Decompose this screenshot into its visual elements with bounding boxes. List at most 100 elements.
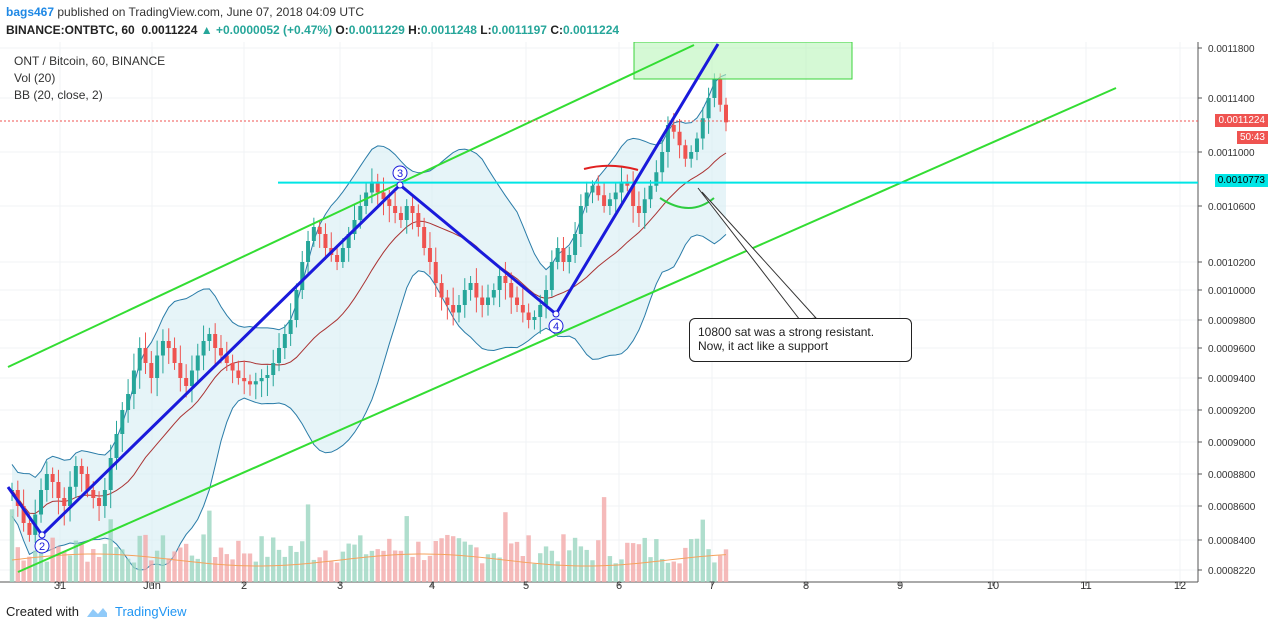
volume-bar [201, 534, 206, 582]
current-price-label: 0.0011224 [1215, 114, 1268, 127]
volume-bar [450, 536, 456, 582]
tradingview-brand-link[interactable]: TradingView [114, 604, 187, 619]
volume-bar [137, 535, 142, 582]
candle-body [27, 523, 32, 535]
candle-body [573, 234, 578, 255]
volume-bar [67, 555, 73, 582]
annotation-callout[interactable]: 10800 sat was a strong resistant. Now, i… [689, 318, 912, 362]
pivot-3-label: 3 [397, 168, 403, 180]
up-arrow-icon: ▲ [200, 23, 213, 37]
volume-bar [578, 546, 584, 582]
candle-body [480, 297, 485, 305]
pivot-2-label: 2 [39, 541, 45, 553]
volume-bar [241, 553, 247, 582]
candle-body [288, 320, 293, 334]
candle-body [155, 355, 160, 378]
x-tick-label: 5 [523, 580, 529, 592]
volume-bar [212, 557, 218, 582]
volume-bar [613, 563, 618, 582]
candle-body [178, 363, 183, 378]
candle-body [253, 381, 258, 385]
candle-body [433, 262, 438, 283]
candle-body [532, 317, 537, 320]
candle-body [358, 206, 363, 220]
time-axis[interactable]: 31 Jun 2 3 4 5 6 7 8 9 10 11 12 [54, 580, 1186, 592]
channel-lower [17, 87, 1117, 573]
volume-bar [9, 509, 15, 582]
candle-body [410, 206, 415, 213]
y-tick-label: 0.0009600 [1208, 344, 1256, 355]
volume-bar [648, 557, 653, 582]
volume-bar [497, 557, 502, 582]
candle-body [352, 220, 357, 234]
candle-body [85, 474, 90, 490]
close-label: C: [550, 23, 563, 37]
countdown-label: 50:43 [1236, 131, 1268, 144]
candle-body [248, 381, 252, 385]
high-value: 0.0011248 [420, 23, 477, 37]
candle-body [416, 213, 421, 227]
volume-bar [85, 561, 90, 582]
volume-bar [56, 546, 61, 582]
volume-bar [392, 550, 398, 582]
annotation-line-1: 10800 sat was a strong resistant. [698, 325, 875, 339]
x-tick-label: 12 [1174, 580, 1186, 592]
pivot-2-circle [34, 538, 50, 554]
bb-lower [11, 234, 727, 571]
volume-bar [706, 549, 711, 582]
volume-bar [294, 551, 299, 582]
callout-pointer [697, 187, 818, 321]
author-link[interactable]: bags467 [6, 5, 55, 19]
candle-body [242, 378, 247, 382]
candle-body [549, 262, 554, 290]
pivot-3-dot [396, 181, 404, 189]
x-tick-label: 9 [897, 580, 903, 592]
y-tick-label: 0.0011800 [1208, 44, 1255, 55]
x-tick-label: 3 [337, 580, 343, 592]
volume-bar [79, 544, 84, 582]
candle-body [503, 276, 508, 283]
publish-info: published on TradingView.com, June 07, 2… [57, 5, 365, 19]
volume-bar [363, 554, 369, 582]
volume-bar [323, 550, 328, 582]
volume-bar [358, 535, 363, 582]
candle-body [700, 118, 705, 139]
volume-bar [282, 556, 288, 582]
candle-body [631, 185, 636, 206]
price-axis[interactable]: 0.0011800 0.0011400 0.0011000 0.0010600 0.00… [1198, 44, 1256, 577]
volume-bar [404, 516, 409, 582]
legend-vol: Vol (20) [14, 71, 56, 85]
y-tick-label: 0.0009800 [1208, 316, 1256, 327]
candle-body [665, 125, 670, 152]
volume-bar [514, 541, 520, 582]
volume-bar [207, 510, 212, 582]
candle-body [520, 305, 525, 313]
candle-body [462, 290, 467, 305]
candle-body [207, 334, 212, 341]
pivot-2-dot [38, 531, 46, 539]
candle-body [277, 348, 282, 363]
chart-legend: ONT / Bitcoin, 60, BINANCE Vol (20) BB (… [14, 53, 165, 104]
volume-bar [73, 540, 79, 582]
volume-bar [538, 553, 543, 582]
candle-body [491, 290, 496, 298]
volume-bar [334, 562, 340, 582]
volume-bar [654, 539, 659, 582]
volume-bars [9, 497, 729, 582]
candle-body [50, 474, 55, 482]
x-tick-label: 2 [241, 580, 247, 592]
volume-bar [607, 556, 613, 582]
y-tick-label: 0.0008220 [1208, 566, 1256, 577]
volume-bar [410, 556, 415, 582]
volume-bar [416, 541, 421, 582]
volume-bar [520, 555, 526, 582]
volume-bar [346, 543, 351, 582]
volume-bar [688, 539, 694, 582]
price-chart[interactable]: 2 3 4 0.0011800 0.0011400 0.0011000 0.0010600… [0, 42, 1270, 598]
volume-bar [683, 547, 688, 582]
volume-bar [340, 551, 346, 582]
candle-body [607, 199, 612, 206]
volume-bar [398, 550, 404, 582]
volume-bar [717, 555, 723, 582]
volume-bar [474, 547, 479, 582]
